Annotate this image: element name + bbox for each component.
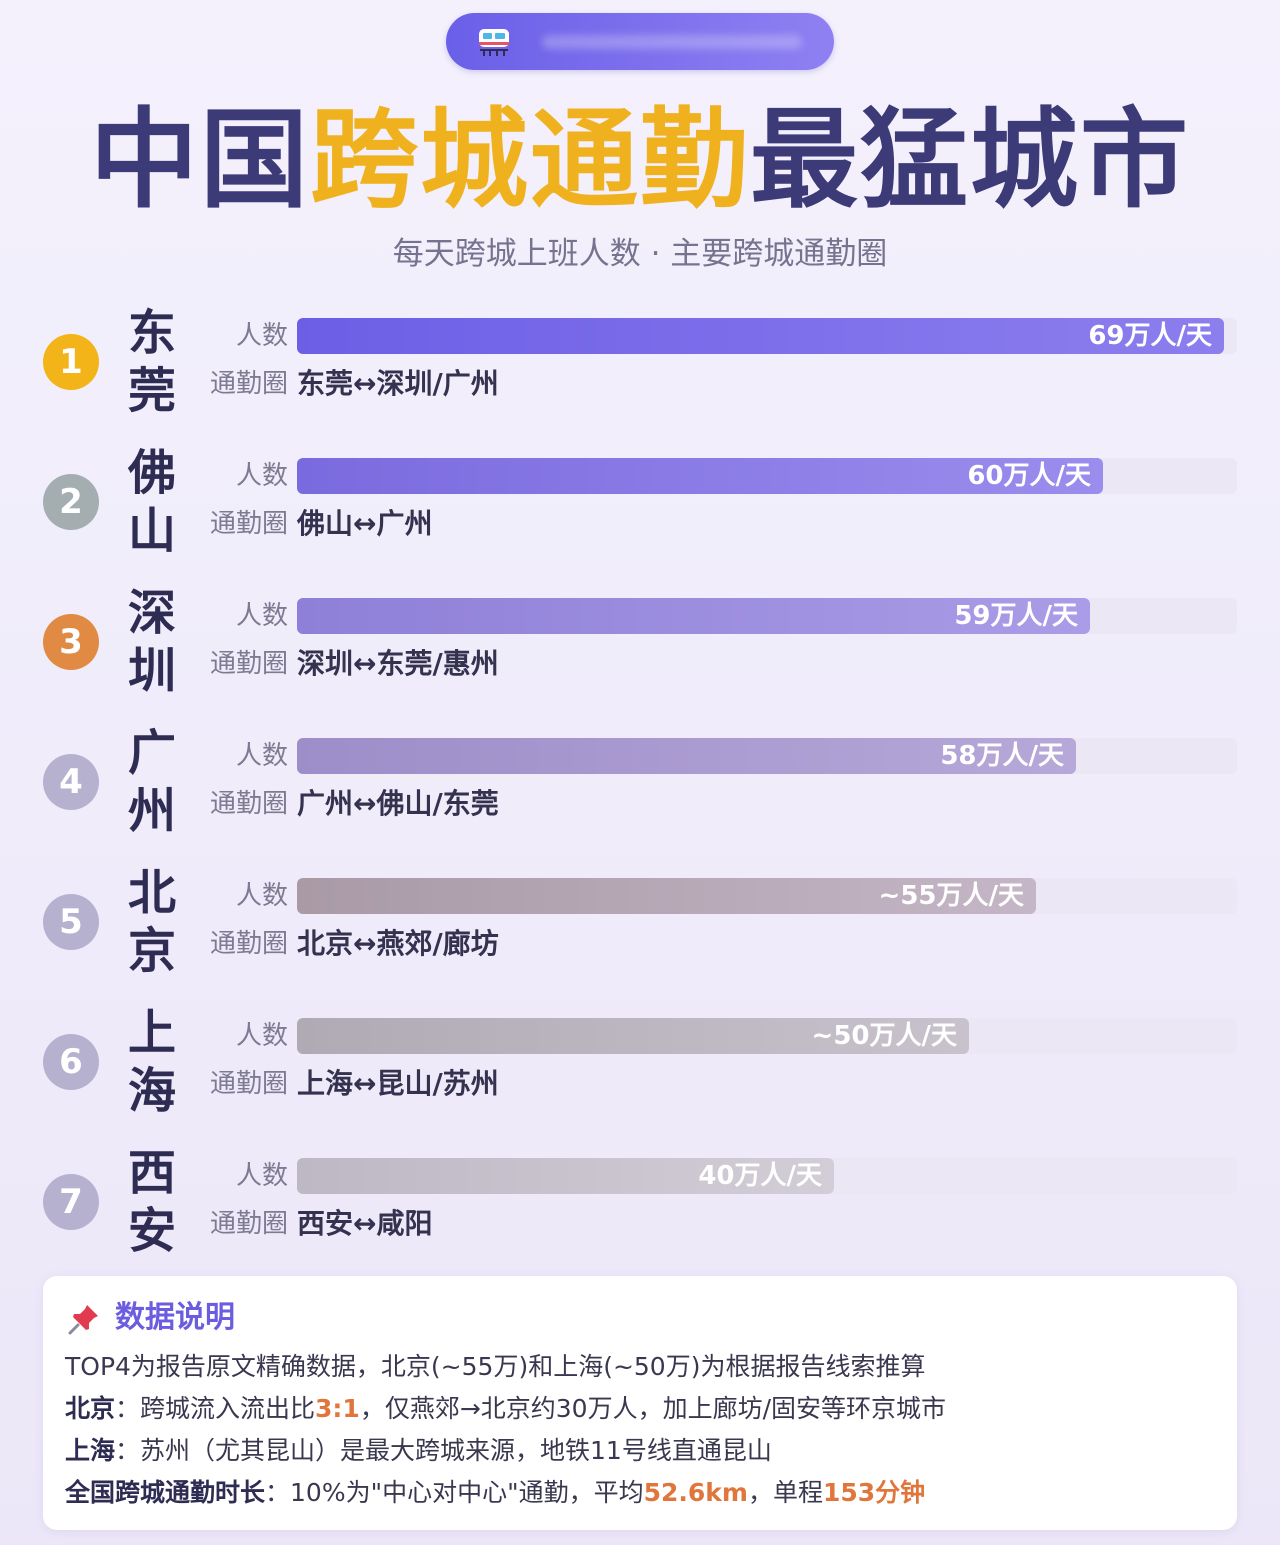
city-name: 北京 <box>127 865 176 979</box>
commute-circle: 佛山↔广州 <box>297 507 433 540</box>
city-name: 西安 <box>127 1145 176 1259</box>
note-distance: 52.6km <box>643 1478 748 1507</box>
note-line-1: TOP4为报告原文精确数据，北京(~55万)和上海(~50万)为根据报告线索推算 <box>65 1350 925 1384</box>
bar-value-label: 60万人/天 <box>967 461 1091 491</box>
commute-circle: 北京↔燕郊/廊坊 <box>297 927 499 960</box>
bar: 58万人/天 <box>297 738 1076 774</box>
count-label: 人数 <box>236 741 289 771</box>
count-label: 人数 <box>236 321 289 351</box>
rank-row: 4 广州 人数 58万人/天通勤圈 广州↔佛山/东莞 <box>0 724 1280 864</box>
note-line-4: 全国跨城通勤时长：10%为"中心对中心"通勤，平均52.6km，单程153分钟 <box>65 1476 925 1510</box>
bar: 59万人/天 <box>297 598 1090 634</box>
note-national-text-a: ：10%为"中心对中心"通勤，平均 <box>265 1478 644 1507</box>
title-part-1: 中国 <box>89 98 310 223</box>
rank-row: 6 上海 人数 ~50万人/天通勤圈 上海↔昆山/苏州 <box>0 1004 1280 1144</box>
city-name: 深圳 <box>127 585 176 699</box>
rank-row: 5 北京 人数 ~55万人/天通勤圈 北京↔燕郊/廊坊 <box>0 864 1280 1004</box>
note-beijing-label: 北京 <box>65 1394 116 1423</box>
city-name: 广州 <box>127 725 176 839</box>
rank-badge: 5 <box>43 894 99 950</box>
commute-circle: 上海↔昆山/苏州 <box>297 1067 499 1100</box>
note-beijing-ratio: 3:1 <box>315 1394 360 1423</box>
commute-circle: 广州↔佛山/东莞 <box>297 787 499 820</box>
rank-badge: 3 <box>43 614 99 670</box>
rank-badge: 7 <box>43 1174 99 1230</box>
bar-track: 58万人/天 <box>297 738 1237 774</box>
bar-value-label: 58万人/天 <box>940 741 1064 771</box>
city-name: 东莞 <box>127 305 176 419</box>
notes-panel: 数据说明 TOP4为报告原文精确数据，北京(~55万)和上海(~50万)为根据报… <box>43 1276 1237 1530</box>
blurred-text <box>542 35 802 49</box>
note-beijing-text-b: ，仅燕郊→北京约30万人，加上廊坊/固安等环京城市 <box>359 1394 947 1423</box>
rank-row: 7 西安 人数 40万人/天通勤圈 西安↔咸阳 <box>0 1144 1280 1284</box>
city-name: 上海 <box>127 1005 176 1119</box>
bar-track: ~50万人/天 <box>297 1018 1237 1054</box>
bar: 69万人/天 <box>297 318 1224 354</box>
circle-label: 通勤圈 <box>210 929 289 959</box>
bar-value-label: 69万人/天 <box>1088 321 1212 351</box>
note-duration: 153分钟 <box>822 1478 926 1507</box>
bar: ~55万人/天 <box>297 878 1036 914</box>
title-part-2: 跨城通勤 <box>309 98 750 223</box>
note-national-label: 全国跨城通勤时长 <box>65 1478 266 1507</box>
note-shanghai-label: 上海 <box>65 1436 116 1465</box>
note-line-3: 上海：苏州（尤其昆山）是最大跨城来源，地铁11号线直通昆山 <box>65 1434 772 1468</box>
commute-circle: 深圳↔东莞/惠州 <box>297 647 499 680</box>
circle-label: 通勤圈 <box>210 369 289 399</box>
bar-value-label: 40万人/天 <box>698 1161 822 1191</box>
bar: ~50万人/天 <box>297 1018 969 1054</box>
circle-label: 通勤圈 <box>210 1209 289 1239</box>
circle-label: 通勤圈 <box>210 789 289 819</box>
note-beijing-text-a: ：跨城流入流出比 <box>115 1394 316 1423</box>
count-label: 人数 <box>236 601 289 631</box>
bar-track: 60万人/天 <box>297 458 1237 494</box>
note-national-text-b: ，单程 <box>747 1478 823 1507</box>
count-label: 人数 <box>236 461 289 491</box>
subtitle: 每天跨城上班人数 · 主要跨城通勤圈 <box>392 236 888 272</box>
commute-circle: 西安↔咸阳 <box>297 1207 433 1240</box>
count-label: 人数 <box>236 881 289 911</box>
city-name: 佛山 <box>127 445 176 559</box>
bar-track: ~55万人/天 <box>297 878 1237 914</box>
circle-label: 通勤圈 <box>210 509 289 539</box>
circle-label: 通勤圈 <box>210 649 289 679</box>
count-label: 人数 <box>236 1021 289 1051</box>
bar-value-label: ~50万人/天 <box>811 1021 957 1051</box>
bar-track: 69万人/天 <box>297 318 1237 354</box>
rank-row: 2 佛山 人数 60万人/天通勤圈 佛山↔广州 <box>0 444 1280 584</box>
bar: 60万人/天 <box>297 458 1103 494</box>
notes-heading: 数据说明 <box>115 1300 235 1335</box>
bar-value-label: ~55万人/天 <box>878 881 1024 911</box>
note-line-2: 北京：跨城流入流出比3:1，仅燕郊→北京约30万人，加上廊坊/固安等环京城市 <box>65 1392 946 1426</box>
bar: 40万人/天 <box>297 1158 834 1194</box>
title-part-3: 最猛城市 <box>750 98 1191 223</box>
bar-track: 59万人/天 <box>297 598 1237 634</box>
bar-track: 40万人/天 <box>297 1158 1237 1194</box>
note-line-1-text: TOP4为报告原文精确数据，北京(~55万)和上海(~50万)为根据报告线索推算 <box>65 1352 926 1381</box>
rank-badge: 4 <box>43 754 99 810</box>
train-icon <box>479 29 509 56</box>
pushpin-icon <box>68 1305 98 1335</box>
rank-row: 3 深圳 人数 59万人/天通勤圈 深圳↔东莞/惠州 <box>0 584 1280 724</box>
note-shanghai-text: ：苏州（尤其昆山）是最大跨城来源，地铁11号线直通昆山 <box>115 1436 772 1465</box>
rank-row: 1 东莞 人数 69万人/天通勤圈 东莞↔深圳/广州 <box>0 304 1280 444</box>
commute-circle: 东莞↔深圳/广州 <box>297 367 499 400</box>
rank-badge: 6 <box>43 1034 99 1090</box>
bar-value-label: 59万人/天 <box>954 601 1078 631</box>
header-pill <box>446 13 834 70</box>
rank-badge: 2 <box>43 474 99 530</box>
rank-badge: 1 <box>43 334 99 390</box>
count-label: 人数 <box>236 1161 289 1191</box>
circle-label: 通勤圈 <box>210 1069 289 1099</box>
page-title: 中国跨城通勤最猛城市 <box>0 96 1280 226</box>
